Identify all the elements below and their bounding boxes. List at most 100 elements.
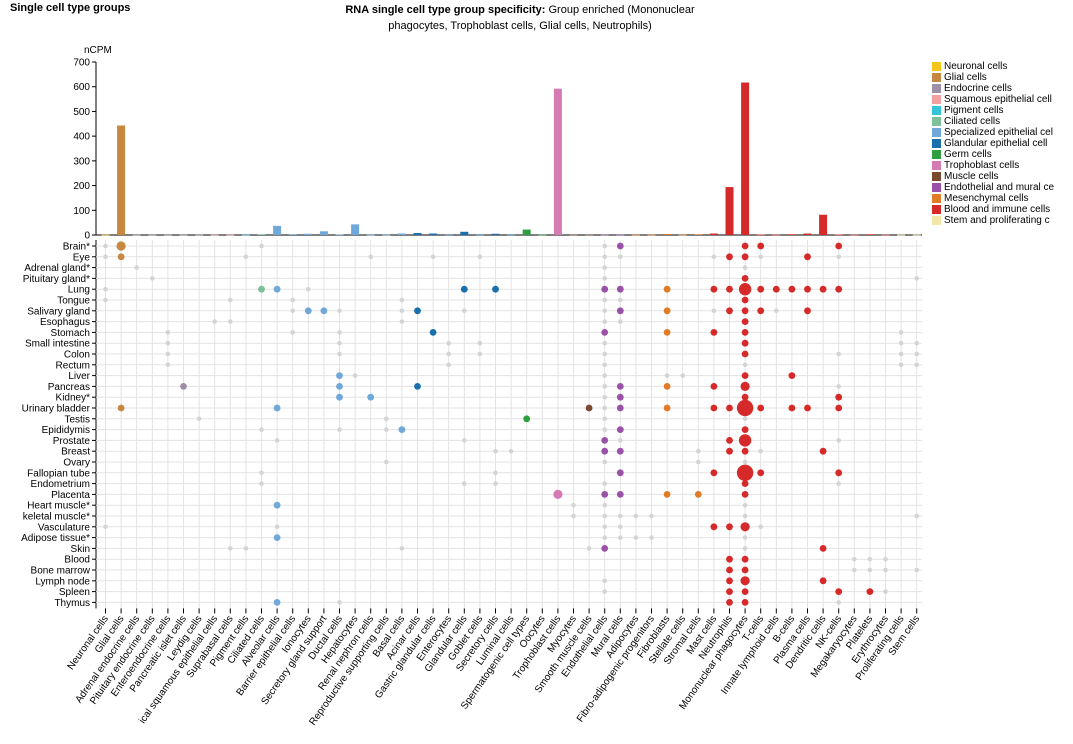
legend-item[interactable]: Muscle cells xyxy=(932,171,1054,182)
expression-dot xyxy=(398,426,406,433)
legend-label: Endocrine cells xyxy=(944,83,1012,94)
expression-dot xyxy=(898,330,904,335)
expression-dot xyxy=(616,426,624,433)
expression-dot xyxy=(462,438,467,443)
tissue-label: Bone marrow xyxy=(31,566,91,577)
legend-item[interactable]: Germ cells xyxy=(932,149,1054,160)
bar xyxy=(507,234,516,236)
expression-dot xyxy=(757,404,765,412)
legend-item[interactable]: Pigment cells xyxy=(932,105,1054,116)
expression-dot xyxy=(726,447,733,455)
expression-dot xyxy=(337,427,342,432)
bar xyxy=(803,233,812,235)
expression-dot xyxy=(602,265,607,270)
chart-title: RNA single cell type group specificity: … xyxy=(320,2,720,34)
legend-item[interactable]: Squamous epithelial cell xyxy=(932,94,1054,105)
tissue-label: Testis xyxy=(64,414,90,425)
expression-dot xyxy=(757,307,765,315)
expression-dot xyxy=(835,393,843,401)
expression-dot xyxy=(742,513,748,519)
expression-dot xyxy=(819,545,827,552)
expression-dot xyxy=(663,404,671,412)
expression-dot xyxy=(618,513,623,519)
expression-dot xyxy=(772,285,780,293)
bar xyxy=(304,233,313,235)
expression-dot xyxy=(571,502,576,508)
expression-dot xyxy=(680,373,685,378)
expression-dot xyxy=(726,523,733,531)
expression-dot xyxy=(804,307,811,315)
expression-dot xyxy=(742,535,748,540)
expression-dot xyxy=(602,481,607,486)
expression-dot xyxy=(290,330,296,335)
tissue-label: Eye xyxy=(73,252,91,263)
legend-label: Glial cells xyxy=(944,72,987,83)
expression-dot xyxy=(462,308,467,314)
tissue-label: Lung xyxy=(68,285,90,296)
legend-label: Blood and immune cells xyxy=(944,204,1051,215)
expression-dot xyxy=(337,330,342,335)
legend-item[interactable]: Ciliated cells xyxy=(932,116,1054,127)
legend-item[interactable]: Glandular epithelial cell xyxy=(932,138,1054,149)
legend-item[interactable]: Glial cells xyxy=(932,72,1054,83)
bar xyxy=(382,234,391,236)
expression-dot xyxy=(835,588,843,595)
expression-dot xyxy=(741,588,749,595)
tissue-label: Blood xyxy=(64,555,90,566)
expression-dot xyxy=(399,546,405,551)
expression-dot xyxy=(741,555,749,563)
legend-item[interactable]: Trophoblast cells xyxy=(932,160,1054,171)
expression-dot xyxy=(788,404,796,412)
tissue-label: Rectum xyxy=(56,360,90,371)
expression-dot xyxy=(616,469,624,477)
legend-swatch xyxy=(932,172,941,181)
expression-dot xyxy=(819,285,827,293)
expression-dot xyxy=(616,404,624,412)
expression-dot xyxy=(103,297,108,303)
expression-dot xyxy=(601,545,609,552)
expression-dot xyxy=(836,438,841,443)
legend-item[interactable]: Neuronal cells xyxy=(932,61,1054,72)
legend-item[interactable]: Mesenchymal cells xyxy=(932,193,1054,204)
expression-dot xyxy=(352,373,358,378)
expression-dot xyxy=(852,556,857,562)
expression-dot xyxy=(493,481,498,486)
expression-dot xyxy=(446,362,452,368)
expression-dot xyxy=(602,502,607,508)
expression-dot xyxy=(571,513,576,519)
expression-dot xyxy=(710,383,718,390)
y-tick-label: 600 xyxy=(73,82,90,93)
expression-dot xyxy=(103,254,108,260)
bar xyxy=(413,233,422,235)
expression-dot xyxy=(726,307,733,315)
expression-dot xyxy=(337,308,342,314)
bar xyxy=(819,214,828,235)
expression-dot xyxy=(664,373,670,378)
legend-item[interactable]: Blood and immune cells xyxy=(932,204,1054,215)
expression-dot xyxy=(602,589,607,594)
bar xyxy=(631,234,640,236)
expression-dot xyxy=(633,535,639,540)
bar xyxy=(772,234,781,236)
legend-item[interactable]: Endothelial and mural ce xyxy=(932,182,1054,193)
expression-dot xyxy=(741,339,749,347)
expression-dot xyxy=(116,241,126,251)
expression-dot xyxy=(165,330,171,335)
tissue-label: Esophagus xyxy=(40,317,90,328)
expression-dot xyxy=(835,242,843,250)
expression-dot xyxy=(602,513,607,519)
expression-dot xyxy=(585,404,593,412)
expression-dot xyxy=(336,393,343,401)
legend-item[interactable]: Stem and proliferating c xyxy=(932,215,1054,226)
bar xyxy=(663,234,672,235)
legend-item[interactable]: Endocrine cells xyxy=(932,83,1054,94)
tissue-label: Colon xyxy=(64,350,90,361)
expression-dot xyxy=(726,437,733,444)
expression-dot xyxy=(477,351,483,357)
expression-dot xyxy=(336,383,343,390)
expression-dot xyxy=(738,434,752,447)
y-tick-label: 0 xyxy=(84,231,90,242)
legend-item[interactable]: Specialized epithelial cel xyxy=(932,127,1054,138)
legend-swatch xyxy=(932,106,941,115)
